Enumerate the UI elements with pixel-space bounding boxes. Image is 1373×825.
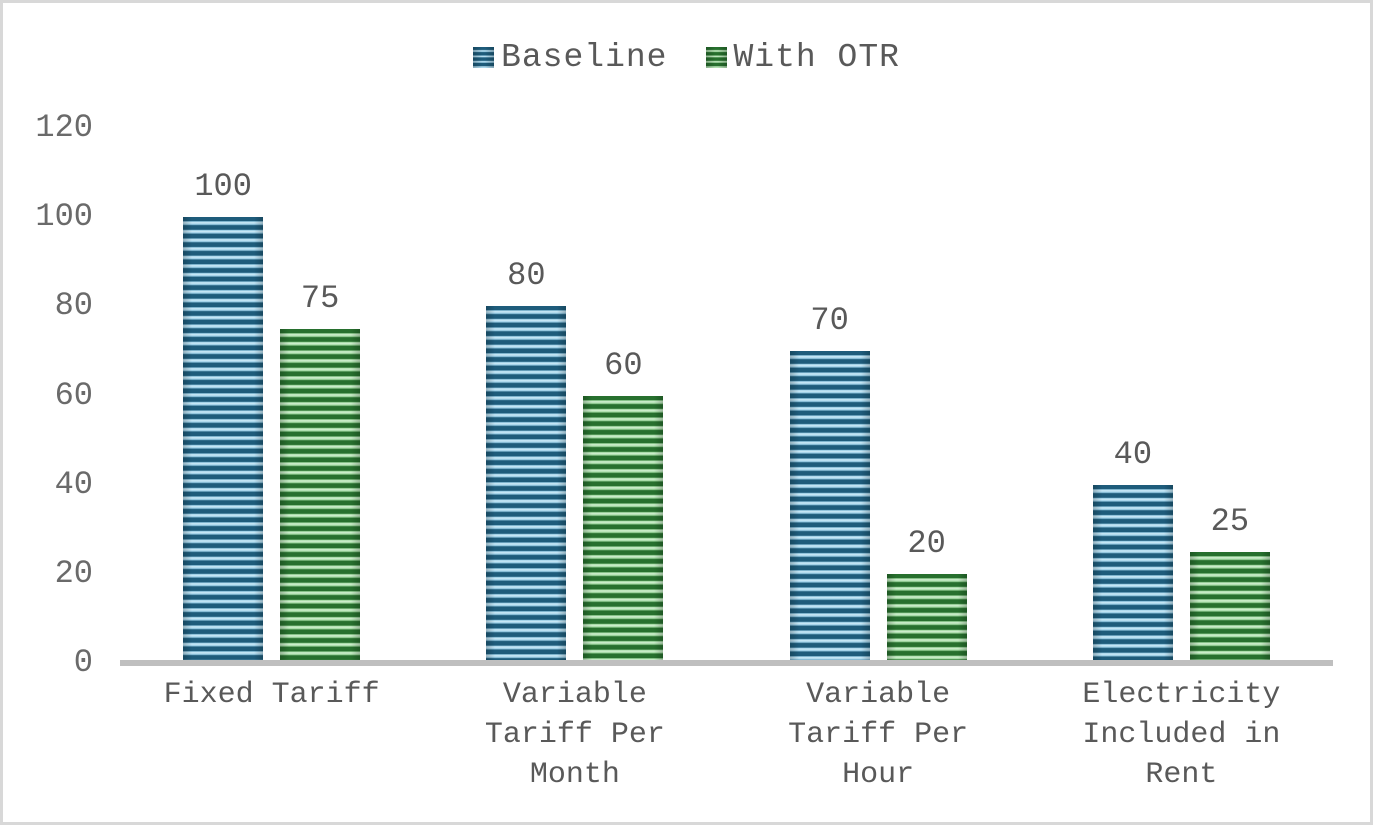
x-category-label-line: Month <box>529 758 620 792</box>
data-label: 75 <box>300 279 340 317</box>
y-tick-label: 60 <box>54 376 93 414</box>
bar-group: 80 60 <box>423 128 726 663</box>
x-category-label-line: Variable <box>806 678 951 712</box>
bar-group: 70 20 <box>727 128 1030 663</box>
y-tick-label: 20 <box>54 554 93 592</box>
x-category-label-line: Hour <box>842 758 915 792</box>
bar-baseline: 100 <box>183 168 264 663</box>
data-label: 80 <box>507 257 546 295</box>
plot-area: 100 75 80 60 70 20 40 25 <box>120 128 1333 663</box>
y-tick-label: 0 <box>73 644 93 681</box>
x-category-label: Fixed Tariff <box>120 675 423 795</box>
bar-group: 100 75 <box>120 128 423 663</box>
legend-item-with-otr: With OTR <box>705 39 900 76</box>
legend-item-baseline: Baseline <box>473 39 667 76</box>
data-label: 60 <box>604 346 643 384</box>
legend-label-with-otr: With OTR <box>733 39 900 76</box>
bar-group: 40 25 <box>1030 128 1333 663</box>
bar-baseline: 70 <box>789 302 870 663</box>
data-label: 25 <box>1210 502 1250 540</box>
data-label: 20 <box>907 524 946 562</box>
legend-label-baseline: Baseline <box>501 39 668 76</box>
chart-legend: Baseline With OTR <box>3 39 1370 76</box>
bar-with-otr: 75 <box>280 280 361 663</box>
data-label: 70 <box>810 301 849 339</box>
bar-with-otr: 25 <box>1189 503 1270 663</box>
data-label: 40 <box>1113 435 1153 473</box>
bar-baseline: 40 <box>1092 436 1173 663</box>
x-category-label-line: Tariff Per <box>788 718 969 752</box>
x-category-label-line: Included in <box>1082 718 1281 752</box>
y-tick-label: 100 <box>35 198 93 236</box>
x-axis: Fixed Tariff Variable Tariff Per Month Varia… <box>120 675 1333 795</box>
y-tick-label: 80 <box>54 287 93 325</box>
x-category-label-line: Tariff Per <box>484 718 665 752</box>
x-category-label-line: Variable <box>502 678 647 712</box>
y-tick-label: 120 <box>35 109 93 146</box>
x-category-label: Electricity Included in Rent <box>1030 675 1333 795</box>
legend-swatch-with-otr-icon <box>705 47 727 68</box>
x-category-label: Variable Tariff Per Month <box>423 675 726 795</box>
legend-swatch-baseline-icon <box>473 47 495 68</box>
x-category-label-line: Rent <box>1145 758 1218 792</box>
x-axis-line <box>120 660 1333 666</box>
x-category-label-line: Fixed Tariff <box>163 678 380 712</box>
x-category-label: Variable Tariff Per Hour <box>727 675 1030 795</box>
bar-with-otr: 20 <box>886 525 967 663</box>
bar-baseline: 80 <box>486 257 567 663</box>
data-label: 100 <box>194 168 252 206</box>
bar-with-otr: 60 <box>583 347 664 663</box>
x-category-label-line: Electricity <box>1082 678 1281 712</box>
y-tick-label: 40 <box>54 465 93 503</box>
